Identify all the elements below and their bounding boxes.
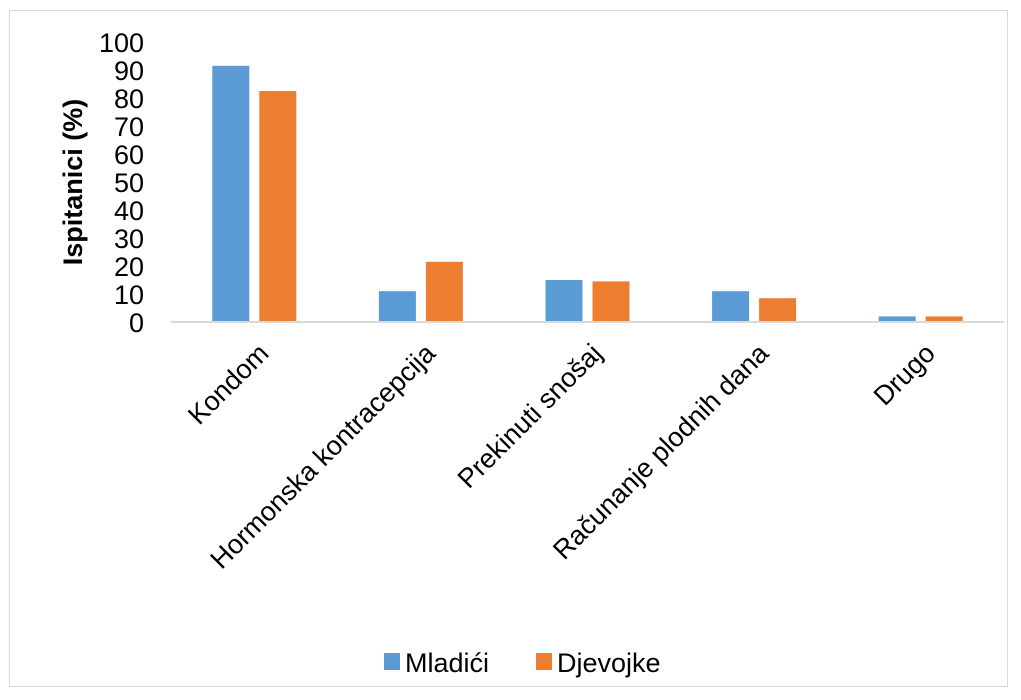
bar-djevojke	[259, 91, 297, 322]
y-tick-label: 60	[114, 140, 144, 170]
x-category-label: Prekinuti snošaj	[452, 338, 608, 494]
bars	[212, 65, 963, 323]
x-category-label: Drugo	[868, 338, 941, 411]
y-tick-label: 90	[114, 56, 144, 86]
y-tick-label: 50	[114, 168, 144, 198]
bar-djevojke	[759, 298, 797, 322]
y-tick-label: 30	[114, 224, 144, 254]
y-tick-label: 80	[114, 84, 144, 114]
y-tick-label: 40	[114, 196, 144, 226]
legend-label-djevojke: Djevojke	[557, 648, 661, 678]
bar-mladici	[878, 316, 916, 322]
y-tick-label: 100	[99, 28, 144, 58]
legend-swatch-djevojke	[536, 653, 552, 670]
y-axis-title: Ispitanici (%)	[58, 99, 88, 266]
y-tick-label: 10	[114, 280, 144, 310]
y-tick-label: 0	[129, 308, 144, 338]
y-tick-label: 20	[114, 252, 144, 282]
bar-djevojke	[425, 261, 463, 322]
legend-swatch-mladici	[384, 653, 400, 670]
bar-mladici	[545, 280, 583, 322]
bar-djevojke	[592, 281, 630, 322]
y-tick-label: 70	[114, 112, 144, 142]
x-category-label: Kondom	[182, 338, 274, 430]
bar-mladici	[378, 291, 416, 322]
bar-mladici	[712, 291, 750, 322]
legend-label-mladici: Mladići	[405, 648, 489, 678]
bar-mladici	[212, 65, 250, 323]
legend: Mladići Djevojke	[384, 648, 661, 678]
bar-djevojke	[925, 316, 963, 322]
chart-frame	[9, 10, 1008, 687]
